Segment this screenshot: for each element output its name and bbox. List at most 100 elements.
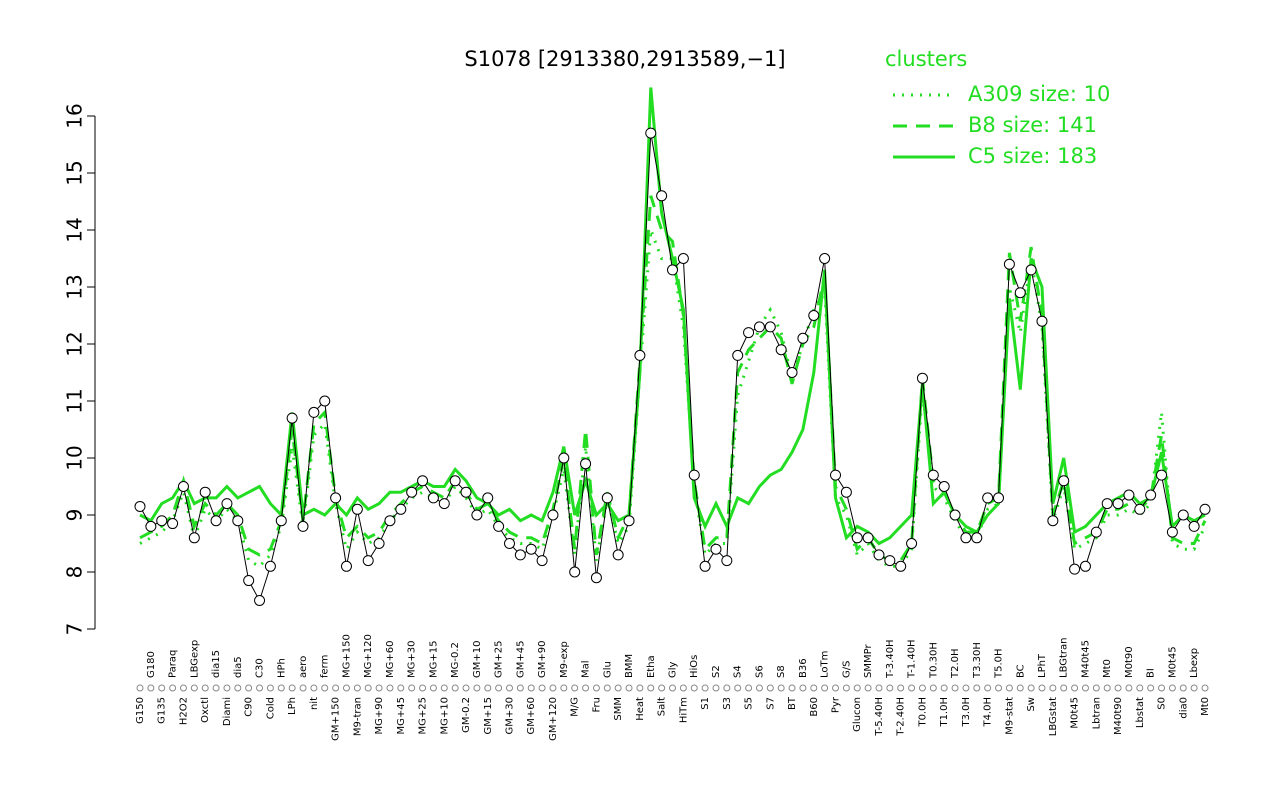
point [482,492,494,504]
x-tick-label: Pyr [831,696,842,713]
category-marker [1168,684,1176,692]
category-marker [1136,684,1144,692]
x-tick-label: Glucon [852,697,863,732]
point [906,538,918,549]
x-tick-label: LBGexp [189,640,200,678]
point [884,555,896,567]
x-tick-label: M40t90 [1113,697,1124,735]
x-tick-label: C90 [244,697,255,717]
x-tick-label: S0 [1157,697,1168,710]
point [819,253,831,264]
point [449,475,461,487]
point [1058,475,1070,487]
x-tick-label: MG+60 [385,641,396,678]
point [656,190,668,202]
x-tick-label: GM+10 [472,641,483,678]
point [1101,498,1113,510]
point [601,492,613,504]
x-tick-label: HiOs [689,655,700,678]
point [1145,489,1157,501]
x-tick-label: T4.0H [983,697,994,728]
category-marker [625,684,633,692]
category-marker [712,684,720,692]
point [743,327,755,339]
category-marker [397,684,405,692]
x-tick-label: MG+90 [374,697,385,734]
point [188,532,200,544]
category-marker [918,684,926,692]
x-tick-label: GM+60 [526,697,537,734]
point [1166,526,1178,538]
x-tick-label: Glu [602,661,613,678]
category-marker [1103,684,1111,692]
x-tick-label: Sw [1026,697,1037,712]
category-marker [245,684,253,692]
category-marker [256,684,264,692]
category-marker [342,684,350,692]
x-tick-label: LBGtran [1059,637,1070,678]
x-tick-label: M9-exp [559,641,570,678]
x-tick-label: MG+150 [341,634,352,678]
point [395,503,407,515]
category-marker [179,684,187,692]
category-marker [1092,684,1100,692]
category-marker [375,684,383,692]
x-tick-label: GM+45 [515,641,526,678]
category-marker [582,684,590,692]
point [167,518,179,530]
category-marker [332,684,340,692]
point [330,492,342,504]
point [1036,315,1048,327]
point [427,492,439,504]
point [612,549,624,561]
category-marker [886,684,894,692]
category-marker [647,684,655,692]
point [830,469,842,481]
x-tick-label: C30 [255,658,266,678]
x-tick-label: G180 [146,651,157,678]
point [808,310,820,321]
point [297,520,309,532]
category-marker [201,684,209,692]
x-tick-label: Etha [646,655,657,678]
x-tick-label: G135 [157,697,168,724]
category-marker [897,684,905,692]
x-tick-label: G150 [135,697,146,724]
point [373,538,385,549]
category-marker [669,684,676,692]
x-tick-label: M9-stat [1004,697,1015,735]
x-tick-label: dia15 [211,650,222,678]
category-marker [1071,684,1079,692]
point [786,367,798,378]
category-marker [484,684,492,692]
point [862,532,874,544]
x-tick-label: B60 [809,697,820,717]
point [993,492,1005,504]
category-marker [473,684,481,692]
point [406,486,418,498]
point [699,560,711,572]
category-marker [321,684,329,692]
point [525,543,537,555]
legend-label: A309 size: 10 [968,82,1110,106]
category-marker [212,684,220,692]
point [1177,509,1189,521]
point [569,566,581,578]
point [1156,469,1168,481]
point [971,532,983,544]
category-marker [1016,684,1024,692]
point [362,555,374,567]
point [667,264,678,276]
point [471,509,483,521]
point [873,549,885,561]
category-marker [723,684,731,692]
point [493,520,505,532]
x-tick-label: Lbstat [1135,697,1146,728]
point [1003,258,1015,270]
x-tick-label: Lbexp [1189,648,1200,678]
category-marker [419,684,427,692]
x-tick-label: T-1.40H [907,639,918,679]
category-marker [136,684,144,692]
